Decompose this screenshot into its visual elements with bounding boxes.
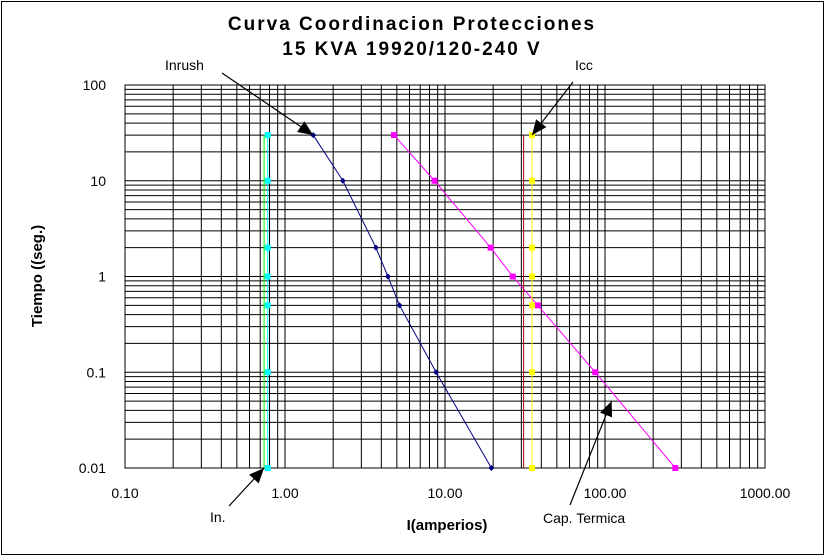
y-tick-label: 0.1 (87, 364, 107, 380)
plot-area-border (124, 84, 766, 469)
data-point (529, 244, 536, 251)
annotation-arrow-head (297, 121, 314, 136)
data-point (264, 369, 271, 376)
annotation-label: Icc (575, 57, 593, 73)
data-point (509, 273, 516, 280)
y-tick-label: 10 (90, 173, 106, 189)
annotation-arrow-line (569, 400, 613, 506)
data-point (672, 465, 679, 471)
data-point (529, 465, 536, 471)
data-point (264, 132, 271, 139)
data-point (384, 273, 391, 280)
annotation-arrow-line (221, 72, 314, 136)
data-point (529, 369, 536, 376)
x-tick-label: 10.00 (427, 485, 462, 501)
data-series (263, 132, 679, 471)
data-point (264, 465, 271, 471)
data-point (487, 244, 494, 251)
data-point (529, 302, 536, 309)
data-point (431, 177, 438, 184)
data-point (433, 369, 440, 376)
annotation-arrow-head (249, 468, 265, 484)
x-tick-label: 1000.00 (740, 485, 791, 501)
y-tick-label: 0.01 (79, 460, 106, 476)
data-point (390, 132, 397, 139)
chart-title-line-1: Curva Coordinacion Protecciones (228, 14, 596, 35)
annotations: Inrush Icc In. Cap. Termica (165, 57, 625, 526)
data-point (529, 273, 536, 280)
data-point (372, 244, 379, 251)
annotation-label: Cap. Termica (543, 510, 625, 526)
data-point (264, 302, 271, 309)
data-point (529, 177, 536, 184)
y-tick-label: 1 (98, 269, 106, 285)
x-tick-label: 100.00 (584, 485, 627, 501)
y-tick-label: 100 (83, 77, 107, 93)
data-point (592, 369, 599, 376)
data-point (264, 177, 271, 184)
x-tick-label: 1.00 (271, 485, 298, 501)
x-tick-label: 0.10 (111, 485, 138, 501)
data-point (488, 465, 495, 471)
data-point (396, 302, 403, 309)
annotation-label: In. (210, 509, 226, 525)
annotation-arrow-head (532, 119, 547, 136)
data-point (534, 302, 541, 309)
annotation-arrow-head (600, 401, 613, 418)
x-axis-title: I(amperios) (407, 517, 488, 534)
y-axis-title: Tiempo ((seg.) (29, 225, 46, 327)
data-point (264, 244, 271, 251)
axis-tick-labels: 0.10 1.00 10.00 100.00 1000.00 100 10 1 0.1 0.01 (79, 77, 791, 501)
data-point (339, 177, 346, 184)
chart-title-line-2: 15 KVA 19920/120-240 V (282, 39, 542, 60)
plot-grid (125, 85, 765, 468)
data-point (264, 273, 271, 280)
annotation-label: Inrush (165, 57, 204, 73)
